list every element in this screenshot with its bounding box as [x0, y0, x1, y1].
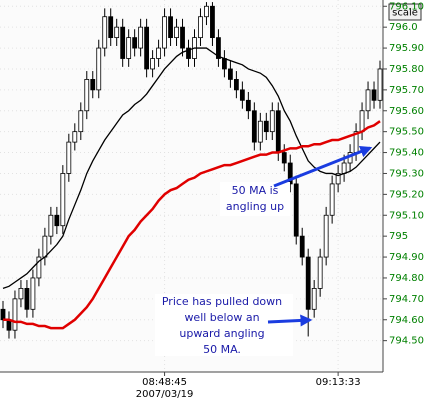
candle-body [138, 26, 144, 49]
candle-body [371, 89, 377, 101]
x-tick-label: 09:13:33 [316, 377, 361, 388]
annotation-price: Price has pulled down well below an upwa… [155, 294, 313, 356]
y-tick-label: 794.90 [389, 252, 424, 263]
y-tick-label: 795.90 [389, 43, 424, 54]
y-tick-label: 795.80 [389, 64, 424, 75]
candle-body [42, 235, 48, 258]
candle-body [84, 79, 90, 112]
candle-body [365, 89, 371, 112]
candle-body [156, 47, 161, 59]
candle-body [150, 58, 156, 70]
candle-body [108, 16, 114, 39]
moving-average [2, 120, 381, 330]
candle-body [186, 47, 191, 59]
candle-body [287, 162, 293, 185]
y-tick-label: 795 [389, 231, 408, 242]
candle-body [78, 110, 84, 133]
candle-body [377, 68, 383, 101]
candle-body [60, 173, 66, 227]
annotation-line: 50 MA. [203, 343, 241, 356]
annotation-bg [220, 182, 290, 216]
arrow [273, 145, 373, 188]
y-tick-label: 794.80 [389, 273, 424, 284]
candle-body [54, 214, 60, 227]
candle-body [281, 152, 287, 164]
candle-body [341, 162, 347, 174]
date-label: 2007/03/19 [136, 389, 194, 400]
candle-body [174, 26, 179, 39]
candle-body [239, 89, 245, 101]
candle-body [12, 298, 18, 331]
candle-body [305, 256, 311, 310]
annotation-line: angling up [226, 200, 284, 213]
y-tick-label: 794.70 [389, 294, 424, 305]
candle-body [162, 16, 167, 49]
candle-body [359, 110, 365, 133]
candle-body [102, 16, 108, 49]
candle-body [227, 68, 233, 80]
candle-body [293, 183, 299, 237]
y-tick-label: 795.20 [389, 189, 424, 200]
y-tick-label: 795.70 [389, 85, 424, 96]
y-tick-label: 795.50 [389, 127, 424, 138]
scale-button[interactable] [388, 3, 422, 21]
candle-body [329, 183, 335, 216]
candle-body [114, 26, 120, 39]
candle-body [204, 5, 209, 18]
candle-body [96, 47, 102, 91]
candle-body [245, 99, 251, 112]
candle-body [222, 58, 227, 70]
candle-body [198, 16, 203, 39]
candle-body [144, 26, 150, 70]
candle-body [335, 173, 341, 185]
annotation-line: Price has pulled down [162, 295, 282, 308]
y-tick-label: 795.60 [389, 106, 424, 117]
y-tick-label: 795.30 [389, 168, 424, 179]
candle-body [168, 16, 173, 39]
y-tick-label: 794.60 [389, 315, 424, 326]
candle-body [66, 141, 72, 174]
candle-body [317, 256, 323, 289]
y-tick-label: 795.10 [389, 210, 424, 221]
candle-body [233, 79, 239, 91]
x-tick-label: 08:48:45 [142, 377, 187, 388]
candle-body [216, 37, 221, 59]
candle-body [269, 110, 275, 133]
annotation-line: well below an [184, 311, 259, 324]
candle-body [120, 26, 126, 59]
candle-body [132, 37, 138, 49]
candle-body [251, 110, 257, 143]
annotation-line: 50 MA is [232, 184, 279, 197]
candle-body [72, 131, 78, 143]
candle-body [323, 214, 329, 258]
candle-body [18, 288, 24, 300]
candle-body [0, 308, 6, 321]
arrow [267, 314, 313, 327]
candle-body [311, 288, 317, 310]
y-tick-label: 794.50 [389, 336, 424, 347]
candle-body [90, 79, 96, 91]
candle-body [275, 110, 281, 153]
candle-body [36, 256, 42, 279]
candle-body [210, 5, 215, 39]
annotation-ma: 50 MA is angling up [220, 145, 373, 216]
candle-body [180, 26, 185, 49]
annotation-bg [155, 294, 293, 356]
candle-body [30, 277, 36, 310]
candle-body [299, 235, 305, 258]
candle-body [126, 37, 132, 59]
annotation-line: upward angling [179, 327, 264, 340]
y-tick-label: 795.40 [389, 148, 424, 159]
candle-body [48, 214, 54, 237]
candle-body [257, 120, 263, 143]
y-tick-label: 796.10 [389, 1, 424, 12]
y-tick-label: 796.0 [389, 22, 418, 33]
candle-body [24, 288, 30, 310]
candle-body [263, 120, 269, 133]
scale-button-label[interactable]: scale [392, 8, 418, 19]
